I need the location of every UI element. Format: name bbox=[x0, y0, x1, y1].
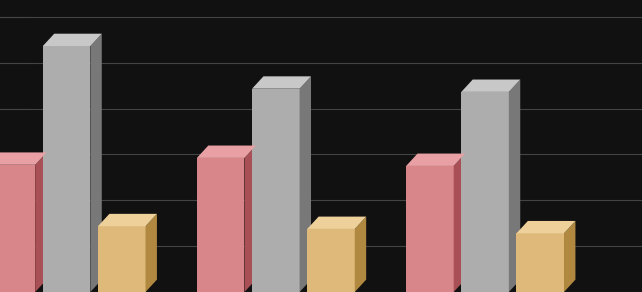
Polygon shape bbox=[509, 79, 520, 292]
Polygon shape bbox=[252, 89, 300, 292]
Polygon shape bbox=[308, 217, 366, 229]
Polygon shape bbox=[98, 214, 157, 226]
Polygon shape bbox=[252, 76, 311, 89]
Polygon shape bbox=[406, 154, 465, 166]
Polygon shape bbox=[43, 46, 91, 292]
Polygon shape bbox=[0, 152, 47, 165]
Polygon shape bbox=[516, 233, 564, 292]
Polygon shape bbox=[98, 226, 146, 292]
Polygon shape bbox=[564, 221, 575, 292]
Polygon shape bbox=[91, 34, 102, 292]
Polygon shape bbox=[462, 79, 520, 92]
Polygon shape bbox=[43, 34, 102, 46]
Polygon shape bbox=[406, 166, 454, 292]
Polygon shape bbox=[454, 154, 465, 292]
Polygon shape bbox=[245, 145, 256, 292]
Polygon shape bbox=[355, 217, 366, 292]
Polygon shape bbox=[300, 76, 311, 292]
Polygon shape bbox=[197, 158, 245, 292]
Polygon shape bbox=[146, 214, 157, 292]
Polygon shape bbox=[516, 221, 575, 233]
Polygon shape bbox=[0, 165, 35, 292]
Polygon shape bbox=[308, 229, 355, 292]
Polygon shape bbox=[462, 92, 509, 292]
Polygon shape bbox=[35, 152, 47, 292]
Polygon shape bbox=[197, 145, 256, 158]
